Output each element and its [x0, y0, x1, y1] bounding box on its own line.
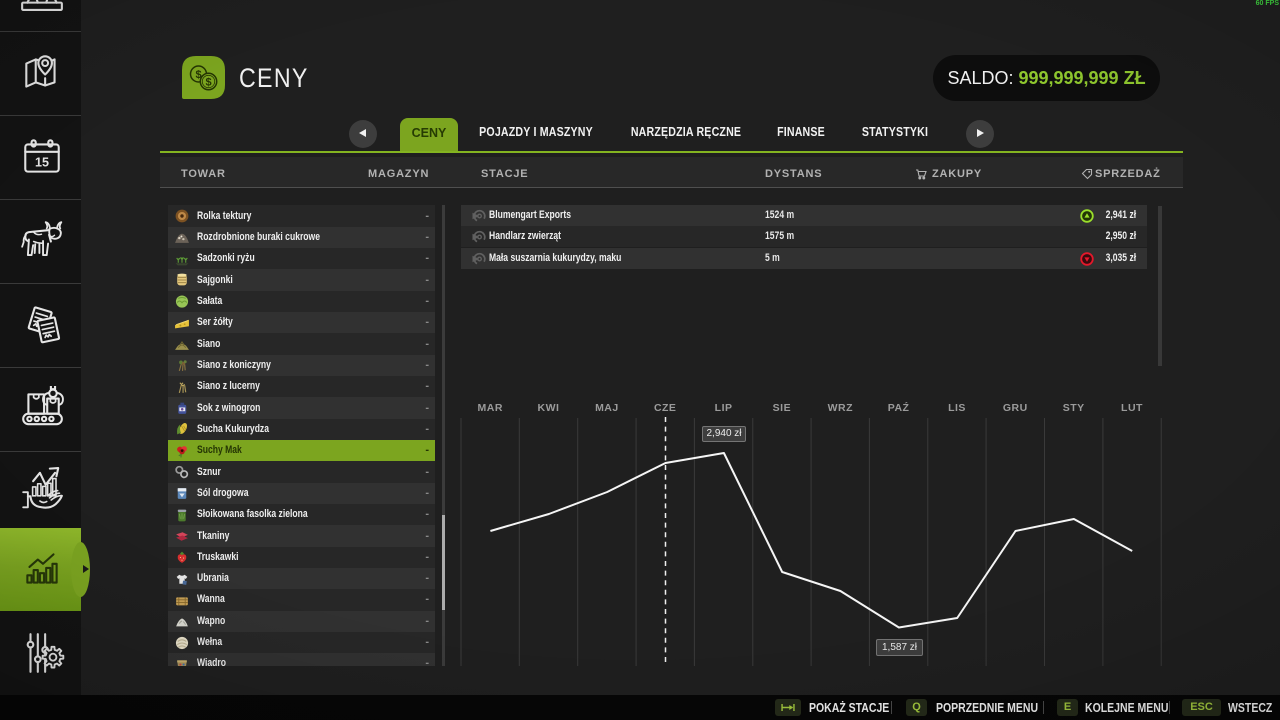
svg-text:GRU: GRU	[1003, 402, 1028, 414]
svg-text:STY: STY	[1063, 402, 1085, 414]
svg-text:KWI: KWI	[538, 402, 560, 414]
svg-text:15: 15	[35, 155, 49, 169]
svg-text:MAJ: MAJ	[595, 402, 619, 414]
svg-text:PAŹ: PAŹ	[888, 401, 910, 414]
svg-text:LUT: LUT	[1121, 402, 1143, 414]
svg-text:SIE: SIE	[773, 402, 791, 414]
svg-text:WRZ: WRZ	[828, 402, 853, 414]
svg-text:LIS: LIS	[948, 402, 966, 414]
svg-text:CZE: CZE	[654, 402, 677, 414]
svg-text:MAR: MAR	[477, 402, 502, 414]
svg-text:LIP: LIP	[715, 402, 733, 414]
svg-text:$: $	[195, 69, 201, 81]
svg-text:$: $	[205, 77, 211, 89]
